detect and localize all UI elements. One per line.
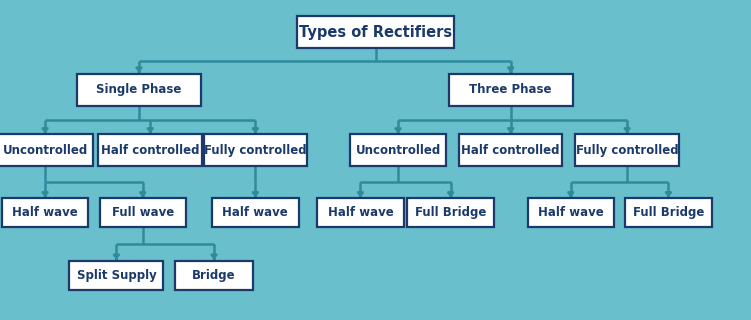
Text: Half wave: Half wave [12, 206, 78, 219]
FancyBboxPatch shape [407, 198, 494, 227]
FancyBboxPatch shape [174, 261, 253, 290]
FancyBboxPatch shape [449, 74, 573, 106]
FancyBboxPatch shape [625, 198, 712, 227]
FancyBboxPatch shape [99, 198, 186, 227]
Text: Full Bridge: Full Bridge [632, 206, 704, 219]
Text: Three Phase: Three Phase [469, 83, 552, 96]
Text: Fully controlled: Fully controlled [204, 144, 306, 157]
FancyBboxPatch shape [318, 198, 404, 227]
Text: Single Phase: Single Phase [96, 83, 182, 96]
FancyBboxPatch shape [459, 134, 562, 166]
Text: Split Supply: Split Supply [77, 269, 156, 282]
FancyBboxPatch shape [204, 134, 307, 166]
Text: Half wave: Half wave [327, 206, 394, 219]
FancyBboxPatch shape [213, 198, 299, 227]
Text: Types of Rectifiers: Types of Rectifiers [299, 25, 452, 39]
Text: Uncontrolled: Uncontrolled [355, 144, 441, 157]
FancyBboxPatch shape [98, 134, 202, 166]
FancyBboxPatch shape [2, 198, 89, 227]
FancyBboxPatch shape [77, 74, 201, 106]
Text: Half controlled: Half controlled [461, 144, 560, 157]
Text: Full wave: Full wave [112, 206, 173, 219]
FancyBboxPatch shape [0, 134, 93, 166]
FancyBboxPatch shape [575, 134, 679, 166]
Text: Full Bridge: Full Bridge [415, 206, 487, 219]
FancyBboxPatch shape [70, 261, 164, 290]
FancyBboxPatch shape [527, 198, 614, 227]
Text: Uncontrolled: Uncontrolled [2, 144, 88, 157]
Text: Bridge: Bridge [192, 269, 236, 282]
Text: Half wave: Half wave [222, 206, 288, 219]
Text: Fully controlled: Fully controlled [576, 144, 678, 157]
FancyBboxPatch shape [297, 16, 454, 48]
Text: Half controlled: Half controlled [101, 144, 200, 157]
Text: Half wave: Half wave [538, 206, 604, 219]
FancyBboxPatch shape [350, 134, 446, 166]
